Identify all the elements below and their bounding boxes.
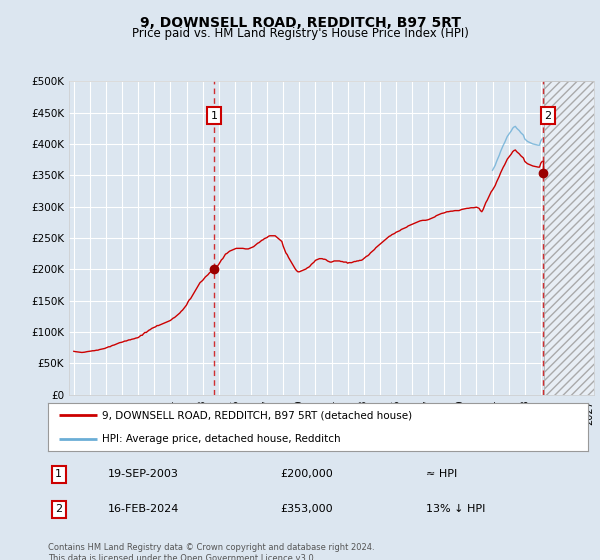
Text: ≈ HPI: ≈ HPI	[426, 469, 457, 479]
Text: 1: 1	[55, 469, 62, 479]
Text: Price paid vs. HM Land Registry's House Price Index (HPI): Price paid vs. HM Land Registry's House …	[131, 27, 469, 40]
Text: 2: 2	[544, 111, 551, 121]
Text: 16-FEB-2024: 16-FEB-2024	[107, 504, 179, 514]
Text: 9, DOWNSELL ROAD, REDDITCH, B97 5RT (detached house): 9, DOWNSELL ROAD, REDDITCH, B97 5RT (det…	[102, 410, 412, 420]
Text: 2: 2	[55, 504, 62, 514]
Text: £200,000: £200,000	[280, 469, 333, 479]
Text: 9, DOWNSELL ROAD, REDDITCH, B97 5RT: 9, DOWNSELL ROAD, REDDITCH, B97 5RT	[139, 16, 461, 30]
Text: Contains HM Land Registry data © Crown copyright and database right 2024.
This d: Contains HM Land Registry data © Crown c…	[48, 543, 374, 560]
Text: 13% ↓ HPI: 13% ↓ HPI	[426, 504, 485, 514]
Text: 1: 1	[211, 111, 218, 121]
Text: HPI: Average price, detached house, Redditch: HPI: Average price, detached house, Redd…	[102, 434, 341, 444]
Text: 19-SEP-2003: 19-SEP-2003	[107, 469, 178, 479]
Text: £353,000: £353,000	[280, 504, 333, 514]
